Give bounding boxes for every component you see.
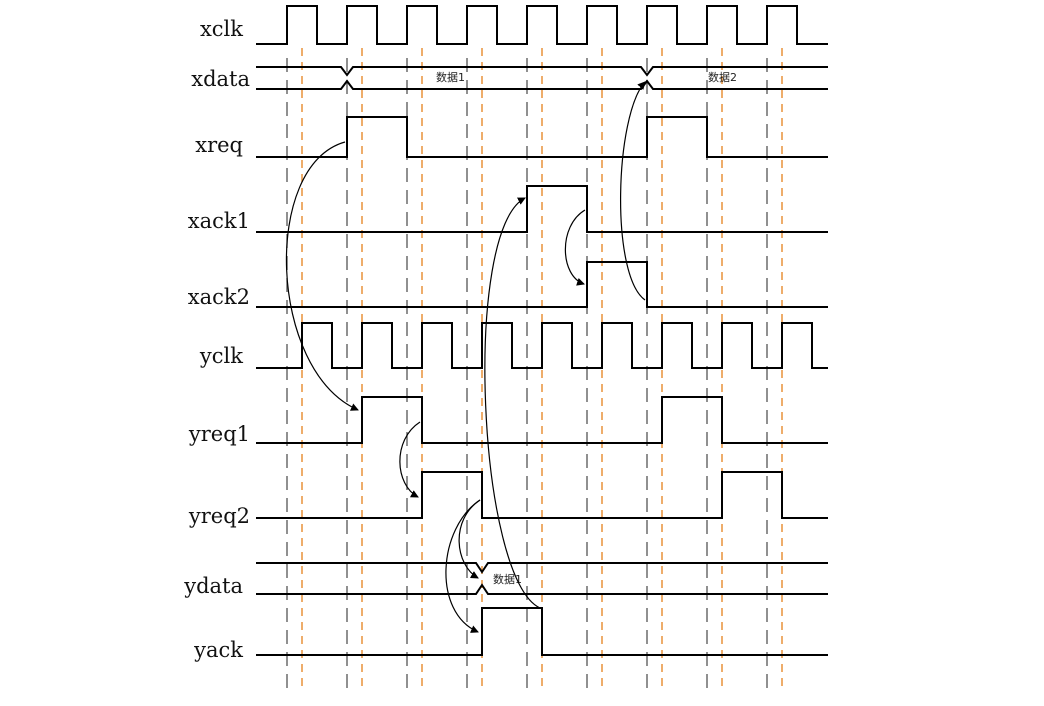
label-yack: yack bbox=[193, 638, 243, 662]
signal-labels: xclk xdata xreq xack1 xack2 yclk yreq1 y… bbox=[183, 17, 250, 662]
ydata-bus-top bbox=[256, 562, 828, 574]
xdata-bus-label-2: 数据2 bbox=[708, 70, 737, 84]
label-xreq: xreq bbox=[195, 133, 243, 157]
xdata-bus bbox=[256, 66, 828, 90]
xdata-bus-label-1: 数据1 bbox=[436, 70, 465, 84]
label-yreq2: yreq2 bbox=[188, 504, 250, 528]
causality-arrows bbox=[285, 81, 646, 633]
arrow-yreq2-to-ydata bbox=[458, 499, 481, 579]
clock-edge-markers bbox=[286, 48, 783, 688]
bus-labels: 数据1 数据2 数据1 bbox=[436, 70, 737, 586]
ydata-bus-bottom bbox=[256, 583, 828, 595]
label-ydata: ydata bbox=[183, 574, 243, 598]
label-xdata: xdata bbox=[191, 67, 250, 91]
xack1-waveform bbox=[256, 185, 828, 233]
arrow-xack2-to-xdata bbox=[620, 81, 646, 301]
arrow-xack1-to-xack2 bbox=[564, 209, 586, 286]
label-yclk: yclk bbox=[199, 344, 243, 368]
yclk-waveform bbox=[256, 322, 828, 369]
label-xack1: xack1 bbox=[188, 209, 250, 233]
xdata-bus-bottom bbox=[256, 79, 828, 90]
arrow-yreq1-to-yreq2 bbox=[399, 421, 421, 498]
arrow-xreq-to-yreq1 bbox=[285, 141, 359, 411]
arrow-yreq2-to-yack bbox=[445, 499, 481, 633]
arrow-yack-to-xack1 bbox=[484, 197, 541, 609]
yreq2-waveform bbox=[256, 471, 828, 519]
xdata-bus-top bbox=[256, 66, 828, 77]
waveforms bbox=[256, 5, 828, 656]
yreq1-waveform bbox=[256, 396, 828, 444]
xack2-waveform bbox=[256, 261, 828, 308]
xclk-waveform bbox=[256, 5, 828, 45]
xreq-waveform bbox=[256, 116, 828, 158]
ydata-bus bbox=[256, 562, 828, 595]
ydata-bus-label-1: 数据1 bbox=[493, 572, 522, 586]
label-yreq1: yreq1 bbox=[188, 422, 250, 446]
label-xack2: xack2 bbox=[188, 285, 250, 309]
yack-waveform bbox=[256, 607, 828, 656]
label-xclk: xclk bbox=[200, 17, 243, 41]
